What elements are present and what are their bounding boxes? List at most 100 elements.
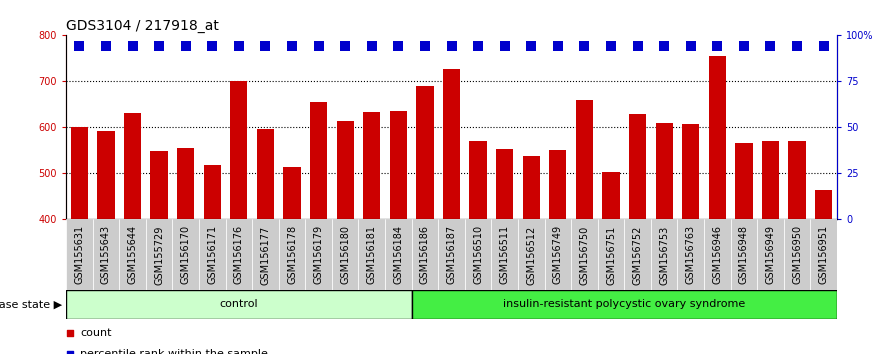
FancyBboxPatch shape xyxy=(544,219,571,290)
FancyBboxPatch shape xyxy=(199,219,226,290)
FancyBboxPatch shape xyxy=(385,219,411,290)
Point xyxy=(338,43,352,48)
Bar xyxy=(576,100,593,219)
Text: GSM156752: GSM156752 xyxy=(633,225,642,285)
Text: GSM156177: GSM156177 xyxy=(261,225,270,285)
Point xyxy=(551,43,565,48)
Text: GSM156510: GSM156510 xyxy=(473,225,483,285)
Text: GSM156178: GSM156178 xyxy=(287,225,297,285)
Text: insulin-resistant polycystic ovary syndrome: insulin-resistant polycystic ovary syndr… xyxy=(503,299,745,309)
Bar xyxy=(204,165,221,219)
Bar xyxy=(363,112,381,219)
FancyBboxPatch shape xyxy=(332,219,359,290)
Point xyxy=(72,43,86,48)
Text: GSM156187: GSM156187 xyxy=(447,225,456,285)
Point xyxy=(737,43,751,48)
Point xyxy=(365,43,379,48)
Text: GSM156749: GSM156749 xyxy=(553,225,563,285)
Text: GSM155729: GSM155729 xyxy=(154,225,164,285)
Text: GSM156946: GSM156946 xyxy=(713,225,722,284)
Text: GSM156948: GSM156948 xyxy=(739,225,749,284)
Point xyxy=(418,43,432,48)
Text: GSM156951: GSM156951 xyxy=(818,225,829,285)
Text: GSM155643: GSM155643 xyxy=(101,225,111,285)
Bar xyxy=(230,81,248,219)
Text: GSM156512: GSM156512 xyxy=(526,225,537,285)
Point xyxy=(285,43,299,48)
Text: percentile rank within the sample: percentile rank within the sample xyxy=(80,349,268,354)
FancyBboxPatch shape xyxy=(411,290,837,319)
Bar xyxy=(124,113,141,219)
Bar xyxy=(549,150,566,219)
Bar xyxy=(443,69,460,219)
FancyBboxPatch shape xyxy=(730,219,757,290)
Bar xyxy=(603,172,619,219)
Bar xyxy=(682,124,700,219)
Bar xyxy=(815,189,833,219)
FancyBboxPatch shape xyxy=(93,219,119,290)
FancyBboxPatch shape xyxy=(278,219,306,290)
FancyBboxPatch shape xyxy=(252,219,278,290)
Text: GSM156511: GSM156511 xyxy=(500,225,510,285)
FancyBboxPatch shape xyxy=(677,219,704,290)
Point xyxy=(524,43,538,48)
Text: GSM156751: GSM156751 xyxy=(606,225,616,285)
Text: GSM156176: GSM156176 xyxy=(233,225,244,285)
Point xyxy=(205,43,219,48)
Point xyxy=(684,43,698,48)
Bar xyxy=(470,141,486,219)
Bar xyxy=(762,141,779,219)
Point xyxy=(764,43,778,48)
FancyBboxPatch shape xyxy=(66,219,93,290)
Text: control: control xyxy=(219,299,258,309)
FancyBboxPatch shape xyxy=(625,219,651,290)
Text: GSM156181: GSM156181 xyxy=(366,225,377,284)
Point xyxy=(604,43,618,48)
Text: count: count xyxy=(80,328,112,338)
FancyBboxPatch shape xyxy=(66,290,411,319)
Bar xyxy=(284,166,300,219)
Bar xyxy=(522,156,540,219)
Bar xyxy=(337,121,354,219)
Point xyxy=(498,43,512,48)
Text: GSM156171: GSM156171 xyxy=(207,225,218,285)
Text: GSM156184: GSM156184 xyxy=(393,225,403,284)
FancyBboxPatch shape xyxy=(518,219,544,290)
Point xyxy=(152,43,167,48)
Point xyxy=(710,43,724,48)
FancyBboxPatch shape xyxy=(784,219,811,290)
Text: GSM155631: GSM155631 xyxy=(74,225,85,285)
Point xyxy=(444,43,458,48)
Text: GSM156763: GSM156763 xyxy=(685,225,696,285)
FancyBboxPatch shape xyxy=(811,219,837,290)
Point xyxy=(391,43,405,48)
Text: GSM156753: GSM156753 xyxy=(659,225,670,285)
Point xyxy=(631,43,645,48)
FancyBboxPatch shape xyxy=(571,219,597,290)
FancyBboxPatch shape xyxy=(651,219,677,290)
Bar xyxy=(389,111,407,219)
FancyBboxPatch shape xyxy=(492,219,518,290)
FancyBboxPatch shape xyxy=(704,219,730,290)
Bar xyxy=(496,149,514,219)
FancyBboxPatch shape xyxy=(306,219,332,290)
Text: GSM155644: GSM155644 xyxy=(128,225,137,285)
Point xyxy=(293,244,307,250)
Point xyxy=(577,43,591,48)
Point xyxy=(258,43,272,48)
Point xyxy=(232,43,246,48)
Point xyxy=(293,51,307,57)
Bar xyxy=(417,86,433,219)
Text: GSM156180: GSM156180 xyxy=(340,225,350,284)
Point xyxy=(179,43,193,48)
Bar xyxy=(177,148,195,219)
Bar xyxy=(655,123,673,219)
Text: GSM156950: GSM156950 xyxy=(792,225,802,285)
FancyBboxPatch shape xyxy=(119,219,146,290)
Bar xyxy=(70,127,88,219)
Text: GSM156750: GSM156750 xyxy=(580,225,589,285)
FancyBboxPatch shape xyxy=(226,219,252,290)
Text: GDS3104 / 217918_at: GDS3104 / 217918_at xyxy=(66,19,219,33)
Text: GSM156179: GSM156179 xyxy=(314,225,323,285)
Text: disease state ▶: disease state ▶ xyxy=(0,299,62,309)
